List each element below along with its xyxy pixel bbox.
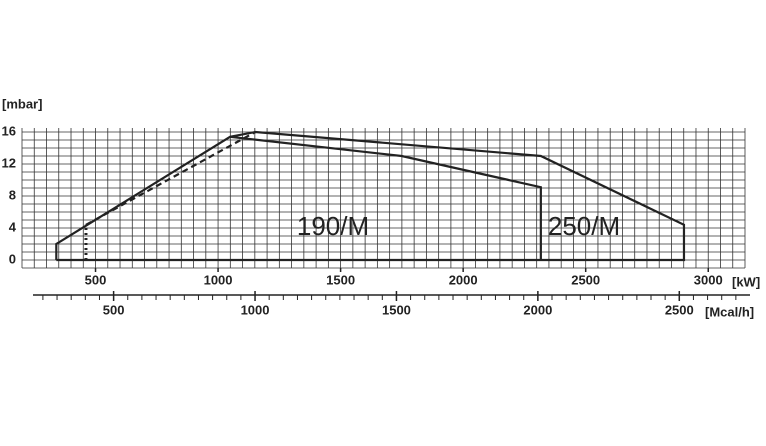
x-tick-label: 2500 (571, 272, 600, 287)
y-axis-label: [mbar] (2, 96, 42, 111)
y-tick-label: 16 (2, 123, 16, 138)
x-tick-label: 2000 (449, 272, 478, 287)
x2-tick-label: 2000 (523, 302, 552, 317)
x-tick-label: 500 (85, 272, 107, 287)
y-tick-label: 4 (9, 219, 17, 234)
x-tick-label: 3000 (694, 272, 723, 287)
x2-tick-label: 2500 (665, 302, 694, 317)
x-tick-label: 1000 (204, 272, 233, 287)
series-line (85, 131, 256, 226)
x2-tick-label: 1500 (382, 302, 411, 317)
x-tick-label: 1500 (326, 272, 355, 287)
y-tick-label: 0 (9, 251, 16, 266)
y-tick-label: 12 (2, 155, 16, 170)
series-label: 190/M (297, 211, 369, 241)
y-tick-label: 8 (9, 187, 16, 202)
x2-tick-label: 500 (103, 302, 125, 317)
series-line (229, 135, 542, 260)
series-line (55, 130, 686, 262)
x2-axis-label: [Mcal/h] (705, 304, 754, 319)
series-label: 250/M (548, 211, 620, 241)
x-axis-label: [kW] (732, 274, 760, 289)
x2-tick-label: 1000 (241, 302, 270, 317)
